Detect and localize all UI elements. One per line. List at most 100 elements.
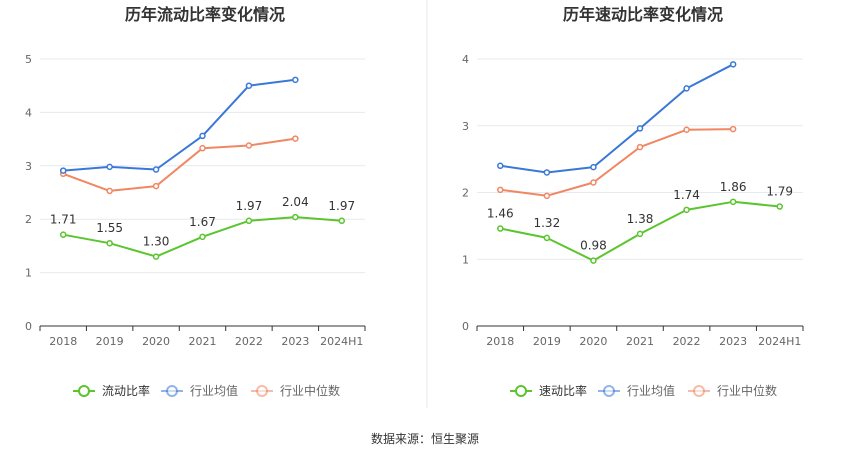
data-label: 1.46 <box>487 207 514 221</box>
series-line-industry_median <box>62 137 296 192</box>
data-label: 0.98 <box>580 239 607 253</box>
legend-item-industry_avg[interactable]: 行业均值 <box>161 383 238 398</box>
chart-title: 历年流动比率变化情况 <box>125 5 285 24</box>
data-point-industry_median <box>590 179 597 186</box>
legend-marker <box>256 385 268 397</box>
x-tick-label: 2023 <box>281 335 309 348</box>
data-point-company <box>106 239 113 247</box>
x-tick-label: 2024H1 <box>758 335 801 348</box>
series-line-industry_median <box>500 128 734 197</box>
data-point-company <box>338 217 346 225</box>
data-label: 1.55 <box>96 221 123 235</box>
data-label: 1.30 <box>143 235 170 249</box>
data-point-industry_median <box>292 135 299 142</box>
legend-marker <box>515 385 527 397</box>
data-point-industry_avg <box>497 162 504 170</box>
x-tick-label: 2022 <box>673 335 701 348</box>
data-point-company <box>636 230 644 238</box>
data-point-industry_avg <box>199 132 206 140</box>
x-tick-label: 2023 <box>719 335 747 348</box>
legend-item-company[interactable]: 流动比率 <box>73 383 150 398</box>
x-tick-label: 2021 <box>189 335 217 348</box>
legend-item-industry_median[interactable]: 行业中位数 <box>688 383 777 398</box>
legend-marker <box>603 385 615 397</box>
legend-item-company[interactable]: 速动比率 <box>510 383 587 398</box>
data-point-industry_median <box>683 126 690 134</box>
y-tick-label: 4 <box>25 106 32 119</box>
data-point-company <box>292 213 299 221</box>
y-tick-label: 1 <box>25 267 32 280</box>
data-point-industry_avg <box>106 163 113 171</box>
data-point-company <box>245 217 253 225</box>
data-point-industry_avg <box>59 167 67 174</box>
data-point-industry_avg <box>292 76 299 84</box>
data-point-industry_avg <box>245 82 253 89</box>
legend-marker <box>693 385 705 397</box>
data-point-company <box>543 234 551 242</box>
data-point-company <box>152 253 160 260</box>
series-line-industry_avg <box>63 78 296 172</box>
data-point-industry_median <box>543 192 551 200</box>
data-point-industry_avg <box>729 61 737 68</box>
y-tick-label: 5 <box>25 53 32 66</box>
data-point-industry_median <box>729 125 737 133</box>
data-point-company <box>59 231 67 238</box>
data-label: 1.38 <box>627 212 654 226</box>
data-label: 1.32 <box>533 216 560 230</box>
data-point-industry_avg <box>683 85 690 92</box>
legend-label: 流动比率 <box>102 383 150 398</box>
legend-item-industry_avg[interactable]: 行业均值 <box>598 383 675 398</box>
legend-marker <box>78 385 90 397</box>
data-point-company <box>683 206 690 214</box>
y-tick-label: 3 <box>25 160 32 173</box>
data-point-company <box>729 198 737 206</box>
data-point-industry_median <box>245 142 253 149</box>
data-point-industry_median <box>106 187 113 195</box>
y-tick-label: 2 <box>25 213 32 226</box>
y-tick-label: 0 <box>25 320 32 333</box>
data-point-industry_median <box>152 182 160 190</box>
x-tick-label: 2019 <box>533 335 561 348</box>
data-point-industry_median <box>497 186 504 194</box>
data-point-industry_median <box>199 144 206 152</box>
data-point-industry_avg <box>590 163 597 171</box>
x-tick-label: 2018 <box>49 335 77 348</box>
y-tick-label: 3 <box>462 120 469 133</box>
current-ratio-chart: 历年流动比率变化情况 0 1 2 3 4 5 2018 2019 2020 2021 2022 2023… <box>25 5 366 398</box>
x-tick-label: 2019 <box>96 335 124 348</box>
data-label: 1.74 <box>673 188 700 202</box>
legend-label: 行业中位数 <box>280 383 340 398</box>
legend-label: 行业均值 <box>627 383 675 398</box>
x-tick-label: 2020 <box>579 335 607 348</box>
legend-label: 速动比率 <box>539 383 587 398</box>
legend-label: 行业均值 <box>190 383 238 398</box>
data-point-industry_avg <box>543 169 551 176</box>
data-label: 1.67 <box>189 215 216 229</box>
series-line-industry_avg <box>500 63 734 174</box>
data-label: 2.04 <box>282 195 309 209</box>
x-tick-label: 2022 <box>235 335 263 348</box>
data-point-company <box>497 225 504 232</box>
legend-label: 行业中位数 <box>717 383 777 398</box>
data-label: 1.97 <box>236 199 263 213</box>
data-label: 1.79 <box>766 185 793 199</box>
data-label: 1.97 <box>328 199 355 213</box>
legend-item-industry_median[interactable]: 行业中位数 <box>251 383 340 398</box>
quick-ratio-chart: 历年速动比率变化情况 0 1 2 3 4 2018 2019 2020 2021 2022 2023 2… <box>462 5 804 398</box>
y-tick-label: 0 <box>462 320 469 333</box>
y-tick-label: 4 <box>462 53 469 66</box>
data-point-industry_avg <box>152 166 160 173</box>
data-point-company <box>776 203 783 210</box>
x-tick-label: 2020 <box>142 335 170 348</box>
x-tick-label: 2021 <box>626 335 654 348</box>
data-point-industry_median <box>636 143 644 151</box>
y-tick-label: 2 <box>462 187 469 200</box>
data-label: 1.71 <box>50 213 77 227</box>
x-tick-label: 2018 <box>486 335 514 348</box>
data-point-industry_avg <box>636 125 644 132</box>
data-source-label: 数据来源：恒生聚源 <box>371 431 479 446</box>
data-label: 1.86 <box>720 180 747 194</box>
y-tick-label: 1 <box>462 253 469 266</box>
data-point-company <box>199 233 206 241</box>
